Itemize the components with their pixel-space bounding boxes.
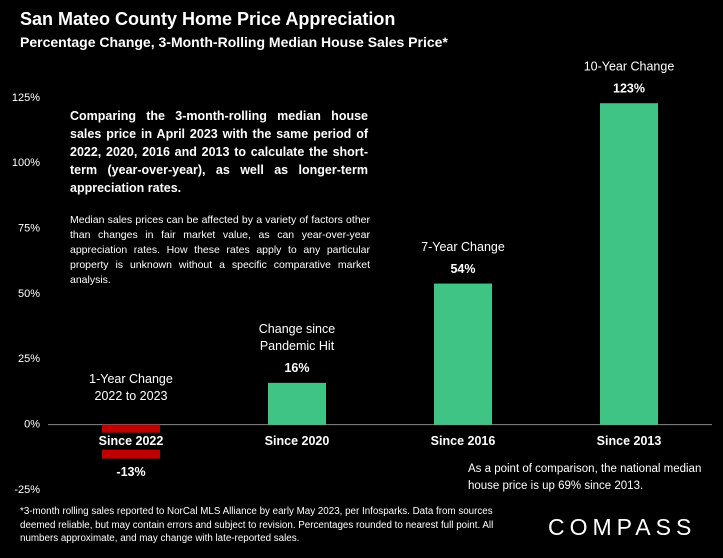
y-tick-label: 75% xyxy=(18,223,40,235)
value-label: 16% xyxy=(284,361,309,375)
bar-annotation: Pandemic Hit xyxy=(260,339,335,353)
note: Comparing the 3-month-rolling median hou… xyxy=(70,109,368,195)
bar xyxy=(434,283,492,425)
bar xyxy=(600,103,658,425)
label-backdrop xyxy=(95,432,167,450)
x-tick-label: Since 2013 xyxy=(597,434,662,448)
y-tick-label: 50% xyxy=(18,288,40,300)
y-tick-label: 125% xyxy=(12,92,40,104)
y-tick-label: 25% xyxy=(18,353,40,365)
logo: COMPASS xyxy=(548,514,697,540)
x-tick-label: Since 2022 xyxy=(99,434,164,448)
value-label: -13% xyxy=(116,465,145,479)
comparison-note: As a point of comparison, the national m… xyxy=(468,463,702,492)
value-label: 123% xyxy=(613,82,645,96)
y-tick-label: -25% xyxy=(14,484,40,496)
bar-annotation: Change since xyxy=(259,322,335,336)
bar-annotation: 2022 to 2023 xyxy=(95,389,168,403)
footnote: *3-month rolling sales reported to NorCa… xyxy=(20,506,494,544)
y-tick-label: 100% xyxy=(12,157,40,169)
chart-title: San Mateo County Home Price Appreciation xyxy=(20,9,396,29)
bar xyxy=(268,382,326,425)
value-label: 54% xyxy=(450,262,475,276)
bar-annotation: 7-Year Change xyxy=(421,240,505,254)
chart-subtitle: Percentage Change, 3-Month-Rolling Media… xyxy=(20,34,448,50)
y-tick-label: 0% xyxy=(24,419,40,431)
x-tick-label: Since 2020 xyxy=(265,434,330,448)
bar-annotation: 1-Year Change xyxy=(89,372,173,386)
bar-annotation: 10-Year Change xyxy=(584,60,675,74)
note: Median sales prices can be affected by a… xyxy=(70,214,370,286)
x-tick-label: Since 2016 xyxy=(431,434,496,448)
